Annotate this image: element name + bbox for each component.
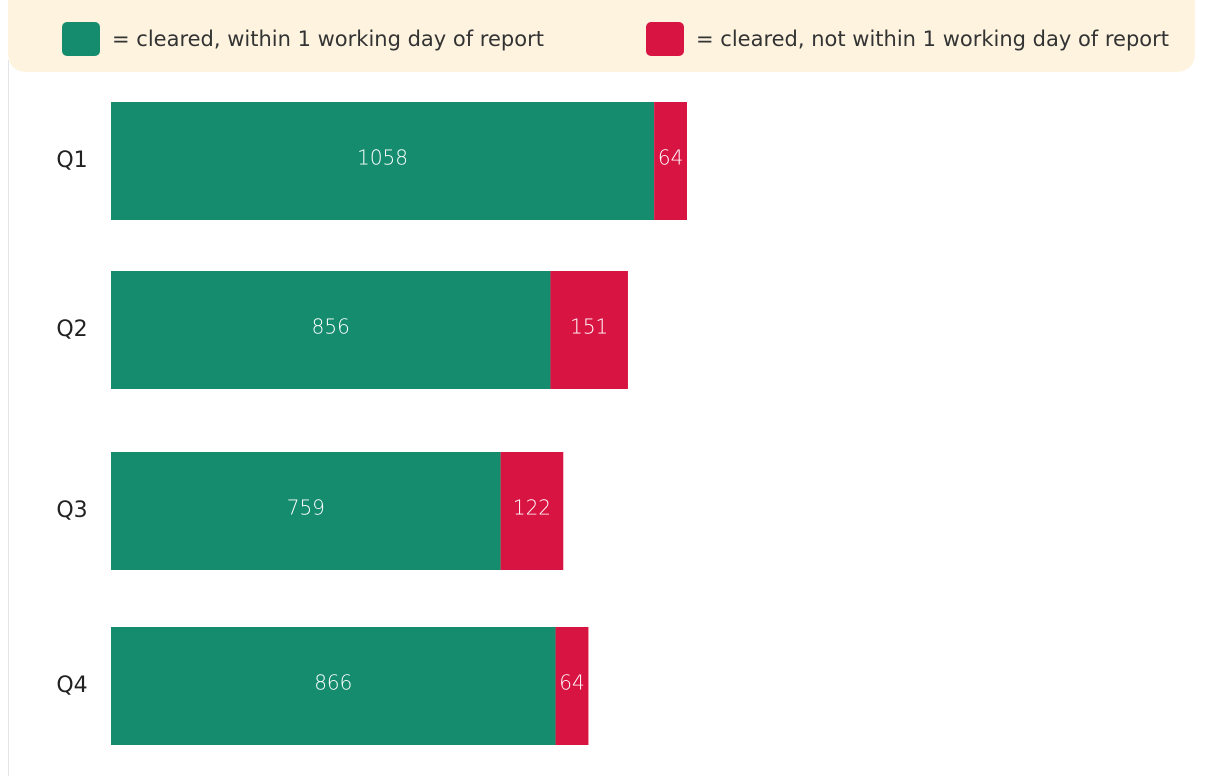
value-label: 122: [513, 496, 551, 520]
value-label: 64: [658, 146, 683, 170]
value-label: 151: [570, 315, 608, 339]
value-label: 759: [287, 496, 325, 520]
value-label: 64: [559, 671, 584, 695]
bar-segment: [111, 102, 655, 220]
bar-segment: [555, 627, 589, 745]
bar-segment: [500, 452, 564, 570]
value-label: 856: [312, 315, 350, 339]
legend-swatch: [646, 22, 684, 56]
category-label: Q1: [56, 148, 87, 173]
legend-label: = cleared, within 1 working day of repor…: [112, 27, 544, 51]
bar-segment: [550, 271, 628, 389]
category-label: Q4: [56, 673, 87, 698]
category-label: Q2: [56, 317, 87, 342]
category-label: Q3: [56, 498, 87, 523]
legend-label: = cleared, not within 1 working day of r…: [696, 27, 1169, 51]
bar-segment: [111, 627, 556, 745]
value-label: 1058: [357, 146, 408, 170]
value-label: 866: [314, 671, 352, 695]
legend-swatch: [62, 22, 100, 56]
bar-segment: [111, 271, 551, 389]
bar-segment: [654, 102, 687, 220]
legend-band: [8, 0, 1195, 72]
bar-segment: [111, 452, 501, 570]
